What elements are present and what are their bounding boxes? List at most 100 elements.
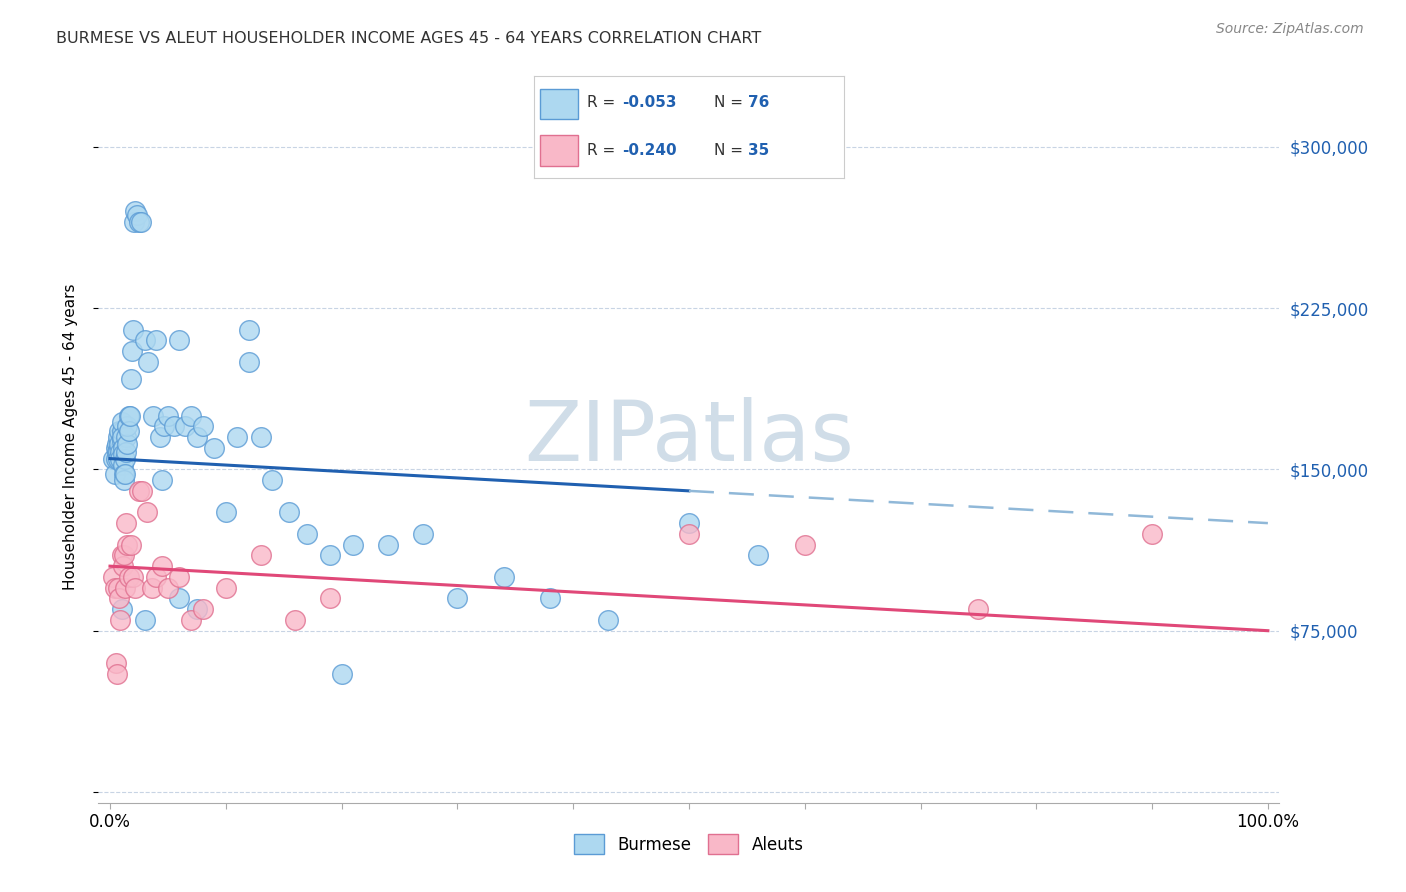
Point — [163, 419, 186, 434]
Point — [128, 215, 150, 229]
Point — [186, 602, 208, 616]
Point — [115, 516, 138, 530]
Point — [238, 322, 260, 336]
FancyBboxPatch shape — [540, 88, 578, 120]
Point — [120, 372, 142, 386]
Point — [284, 613, 307, 627]
Point — [142, 409, 165, 423]
Point — [103, 451, 125, 466]
Point — [112, 467, 135, 481]
Point — [226, 430, 249, 444]
Text: N =: N = — [714, 95, 748, 111]
Point — [169, 333, 191, 347]
Point — [121, 344, 143, 359]
Point — [150, 473, 173, 487]
Point — [105, 445, 128, 459]
Text: -0.240: -0.240 — [623, 143, 678, 158]
Point — [104, 581, 127, 595]
Point — [124, 215, 146, 229]
Point — [180, 613, 202, 627]
Point — [319, 591, 342, 606]
Point — [145, 570, 167, 584]
Point — [114, 581, 136, 595]
Point — [124, 204, 146, 219]
Point — [238, 355, 260, 369]
Text: N =: N = — [714, 143, 748, 158]
Point — [117, 436, 139, 450]
Point — [114, 451, 136, 466]
Point — [156, 409, 179, 423]
Point — [186, 430, 208, 444]
FancyBboxPatch shape — [540, 135, 578, 166]
Point — [112, 473, 135, 487]
Point — [202, 441, 225, 455]
Point — [108, 436, 131, 450]
Y-axis label: Householder Income Ages 45 - 64 years: Householder Income Ages 45 - 64 years — [63, 284, 77, 591]
Point — [134, 333, 156, 347]
Point — [141, 581, 163, 595]
Point — [122, 322, 145, 336]
Point — [110, 430, 132, 444]
Point — [117, 538, 139, 552]
Point — [122, 570, 145, 584]
Point — [678, 516, 700, 530]
Point — [114, 467, 136, 481]
Point — [249, 430, 271, 444]
Point — [103, 570, 125, 584]
Point — [124, 581, 146, 595]
Point — [118, 409, 141, 423]
Point — [169, 591, 191, 606]
Text: Source: ZipAtlas.com: Source: ZipAtlas.com — [1216, 22, 1364, 37]
Point — [104, 467, 127, 481]
Point — [262, 473, 284, 487]
Legend: Burmese, Aleuts: Burmese, Aleuts — [568, 828, 810, 860]
Point — [215, 505, 238, 519]
Point — [104, 451, 127, 466]
Point — [134, 613, 156, 627]
Point — [249, 549, 271, 563]
Point — [747, 549, 769, 563]
Point — [104, 441, 127, 455]
Text: ZIPatlas: ZIPatlas — [524, 397, 853, 477]
Point — [105, 666, 128, 681]
Point — [129, 215, 152, 229]
Point — [150, 559, 173, 574]
Point — [110, 415, 132, 429]
Point — [108, 591, 131, 606]
Point — [111, 559, 134, 574]
Point — [215, 581, 238, 595]
Point — [596, 613, 619, 627]
Text: 35: 35 — [748, 143, 769, 158]
Point — [112, 549, 135, 563]
Point — [131, 483, 153, 498]
Point — [180, 409, 202, 423]
Point — [107, 445, 129, 459]
Point — [793, 538, 815, 552]
Point — [330, 666, 353, 681]
Text: R =: R = — [586, 143, 620, 158]
Point — [111, 447, 134, 461]
Point — [191, 419, 214, 434]
Point — [110, 602, 132, 616]
Point — [110, 434, 132, 449]
Point — [117, 570, 139, 584]
Point — [492, 570, 515, 584]
Point — [278, 505, 301, 519]
Point — [446, 591, 468, 606]
Point — [295, 527, 318, 541]
Point — [153, 419, 176, 434]
Text: BURMESE VS ALEUT HOUSEHOLDER INCOME AGES 45 - 64 YEARS CORRELATION CHART: BURMESE VS ALEUT HOUSEHOLDER INCOME AGES… — [56, 31, 762, 46]
Point — [412, 527, 434, 541]
Point — [110, 451, 132, 466]
Point — [108, 424, 131, 438]
Point — [115, 445, 138, 459]
Point — [107, 581, 129, 595]
Point — [110, 613, 132, 627]
Point — [111, 458, 134, 472]
Point — [1140, 527, 1163, 541]
Point — [117, 424, 139, 438]
Point — [115, 430, 138, 444]
Point — [136, 355, 159, 369]
Point — [538, 591, 561, 606]
Point — [110, 549, 132, 563]
